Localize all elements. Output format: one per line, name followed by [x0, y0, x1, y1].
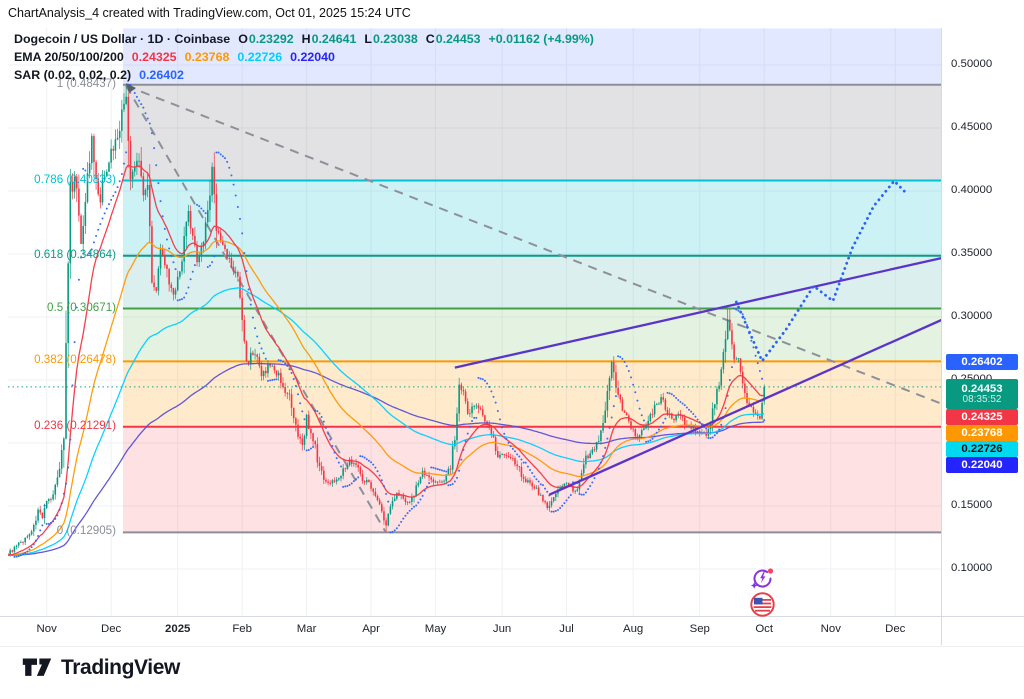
- legend-value: H: [301, 32, 311, 46]
- legend-value: EMA 20/50/100/200: [14, 50, 124, 64]
- legend-ema-row[interactable]: EMA 20/50/100/200 0.24325 0.23768 0.22726 0.…: [14, 48, 602, 66]
- x-axis-label: Dec: [100, 623, 122, 635]
- legend-value: 0.23768: [184, 50, 230, 64]
- price-badge: 0.24453 08:35:52: [946, 378, 1018, 409]
- legend-symbol-row[interactable]: Dogecoin / US Dollar · 1D · Coinbase O0.2…: [14, 30, 602, 48]
- x-axis-label: Dec: [885, 623, 906, 635]
- legend-value: 0.24453: [435, 32, 481, 46]
- x-axis-label: May: [424, 623, 447, 635]
- x-axis-label: Apr: [362, 623, 380, 635]
- legend-value: O: [238, 32, 248, 46]
- legend-value: SAR (0.02, 0.02, 0.2): [14, 68, 132, 82]
- page-title: ChartAnalysis_4 created with TradingView…: [8, 6, 411, 20]
- legend-value: 0.24641: [311, 32, 357, 46]
- legend-value: 0.23038: [372, 32, 418, 46]
- x-axis-label: Jul: [559, 623, 574, 635]
- y-axis-tick: 0.10000: [951, 562, 993, 574]
- fib-label: 0 (0.12905): [56, 524, 116, 538]
- ai-sparkle-refresh-icon[interactable]: [749, 565, 776, 592]
- legend[interactable]: Dogecoin / US Dollar · 1D · Coinbase O0.2…: [14, 30, 602, 84]
- x-axis-label: 2025: [165, 623, 191, 635]
- price-chart-canvas[interactable]: [0, 0, 1024, 652]
- y-axis-tick: 0.30000: [951, 310, 993, 322]
- y-axis-tick: 0.35000: [951, 247, 993, 259]
- tradingview-logo-text: TradingView: [61, 656, 180, 679]
- legend-value: 0.26402: [139, 68, 184, 82]
- legend-value: L: [364, 32, 372, 46]
- fib-label: 1 (0.48437): [56, 76, 116, 90]
- y-axis-tick: 0.45000: [951, 121, 993, 133]
- x-axis-label: Feb: [232, 623, 252, 635]
- legend-value: 0.22040: [290, 50, 335, 64]
- legend-value: 0.22726: [237, 50, 283, 64]
- fib-label: 0.382 (0.26478): [34, 353, 116, 367]
- x-axis-label: Aug: [623, 623, 644, 635]
- legend-value: 0.23292: [248, 32, 294, 46]
- fib-label: 0.236 (0.21291): [34, 418, 116, 432]
- y-axis-tick: 0.15000: [951, 499, 993, 511]
- price-badge: 0.23768: [946, 424, 1018, 441]
- y-axis-tick: 0.40000: [951, 184, 993, 196]
- price-badge: 0.22040: [946, 456, 1018, 473]
- price-badge: 0.24325: [946, 408, 1018, 425]
- x-axis-label: Oct: [755, 623, 774, 635]
- x-axis-label: Nov: [820, 623, 841, 635]
- tradingview-logo-mark: [22, 658, 52, 676]
- price-badge: 0.26402: [946, 354, 1018, 371]
- footer-logo[interactable]: TradingView: [22, 655, 180, 681]
- x-axis-label: Jun: [492, 623, 512, 635]
- fib-label: 0.786 (0.40833): [34, 172, 116, 186]
- legend-value: Dogecoin / US Dollar · 1D · Coinbase: [14, 32, 231, 46]
- x-axis-label: Sep: [689, 623, 710, 635]
- legend-sar-row[interactable]: SAR (0.02, 0.02, 0.2) 0.26402: [14, 66, 602, 84]
- legend-value: 0.24325: [131, 50, 177, 64]
- legend-value: +0.01162 (+4.99%): [488, 32, 594, 46]
- us-flag-icon[interactable]: [749, 591, 776, 618]
- x-axis-label: Nov: [36, 623, 57, 635]
- legend-value: C: [425, 32, 435, 46]
- x-axis-label: Mar: [296, 623, 317, 635]
- fib-label: 0.5 (0.30671): [47, 300, 116, 314]
- price-badge: 0.22726: [946, 440, 1018, 457]
- fib-label: 0.618 (0.34864): [34, 247, 116, 261]
- y-axis-tick: 0.50000: [951, 58, 993, 70]
